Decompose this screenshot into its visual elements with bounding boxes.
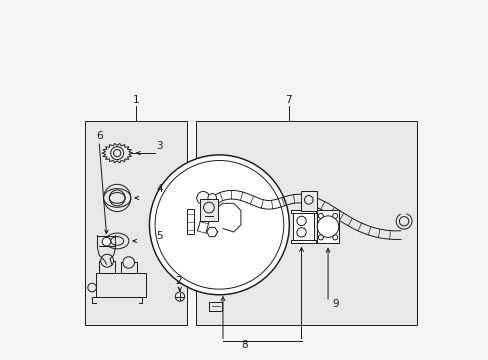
Bar <box>200 199 218 221</box>
Text: 2: 2 <box>175 276 181 286</box>
Circle shape <box>196 192 209 204</box>
Text: 5: 5 <box>156 231 163 240</box>
Text: 1: 1 <box>132 95 139 105</box>
Bar <box>300 191 316 211</box>
Bar <box>85 121 187 325</box>
Circle shape <box>175 292 184 301</box>
Circle shape <box>318 235 323 240</box>
Circle shape <box>207 194 216 202</box>
Bar <box>187 209 194 234</box>
Circle shape <box>203 202 214 213</box>
Circle shape <box>88 283 96 292</box>
Circle shape <box>122 257 134 268</box>
Circle shape <box>296 228 305 237</box>
Circle shape <box>101 254 113 267</box>
Bar <box>292 213 314 240</box>
Circle shape <box>332 213 337 219</box>
Text: 4: 4 <box>156 184 163 194</box>
Circle shape <box>395 213 411 229</box>
Bar <box>290 210 316 213</box>
Text: 9: 9 <box>332 299 339 309</box>
Text: 7: 7 <box>285 95 291 105</box>
Bar <box>96 273 145 297</box>
Circle shape <box>149 155 289 295</box>
Circle shape <box>332 235 337 240</box>
Bar <box>99 261 115 273</box>
Circle shape <box>318 213 323 219</box>
Circle shape <box>304 195 312 204</box>
Text: 8: 8 <box>241 340 247 350</box>
Bar <box>121 262 137 273</box>
Text: 6: 6 <box>96 131 102 140</box>
Circle shape <box>296 216 305 226</box>
Circle shape <box>317 216 338 237</box>
Bar <box>196 121 416 325</box>
Bar <box>290 240 316 243</box>
Text: 3: 3 <box>156 141 163 151</box>
Circle shape <box>102 237 110 246</box>
Circle shape <box>399 217 408 226</box>
Bar <box>209 302 222 311</box>
Bar <box>317 211 338 243</box>
